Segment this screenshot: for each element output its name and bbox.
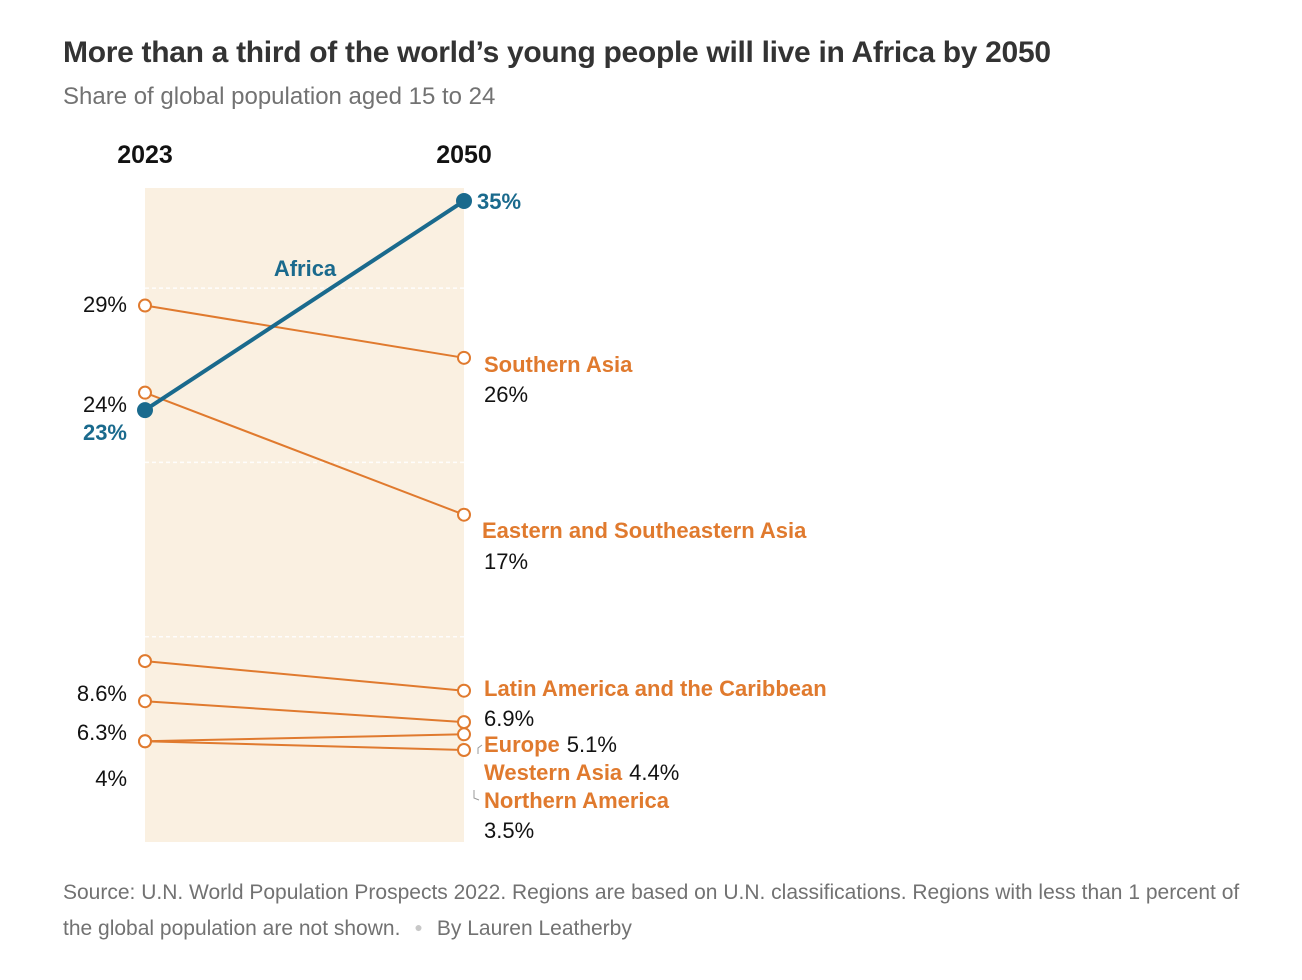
point-2023-latin-america-and-the-caribbean (138, 654, 152, 669)
series-name-africa: Africa (274, 256, 337, 281)
end-label-northern-america: 3.5% (484, 818, 534, 843)
point-2023-europe (138, 694, 152, 709)
series-line-latin-america-and-the-caribbean (144, 660, 465, 692)
series-name-europe: Europe (484, 732, 560, 757)
x-label-2023: 2023 (117, 141, 173, 169)
leader-europe (477, 744, 483, 754)
end-label-eastern-and-southeastern-asia: 17% (484, 549, 528, 574)
separator-dot: ● (414, 919, 423, 935)
point-2023-southern-asia (138, 298, 152, 313)
start-label-latin-america-and-the-caribbean: 8.6% (77, 681, 127, 706)
leader-northern-america (473, 790, 480, 801)
start-label-europe: 6.3% (77, 720, 127, 745)
series-name-eastern-and-southeastern-asia: Eastern and Southeastern Asia (482, 518, 807, 543)
x-label-2050: 2050 (436, 141, 492, 169)
series-name-northern-america: Northern America (484, 788, 670, 813)
series-line-africa (143, 199, 466, 412)
point-2050-latin-america-and-the-caribbean (457, 683, 471, 698)
point-2023-africa (137, 402, 153, 419)
point-2023-northern-america (138, 734, 152, 749)
point-2050-europe (457, 715, 471, 730)
chart-title: More than a third of the world’s young p… (63, 36, 1051, 69)
series-line-eastern-and-southeastern-asia (144, 391, 465, 516)
start-label-eastern-and-southeastern-asia: 24% (83, 392, 127, 417)
point-2050-eastern-and-southeastern-asia (457, 507, 471, 522)
chart-subtitle: Share of global population aged 15 to 24 (63, 83, 496, 110)
series-line-northern-america (144, 740, 465, 751)
series-name-western-asia: Western Asia (484, 760, 623, 785)
byline: By Lauren Leatherby (436, 917, 632, 940)
chart-footer: Source: U.N. World Population Prospects … (63, 876, 1263, 946)
start-label-southern-asia: 29% (83, 292, 127, 317)
series-line-southern-asia (144, 304, 465, 359)
end-label-africa: 35% (477, 189, 521, 214)
start-label-africa: 23% (83, 420, 127, 445)
series-line-europe (144, 700, 465, 724)
point-2050-southern-asia (457, 350, 471, 365)
end-label-europe: 5.1% (567, 732, 617, 757)
start-label-western-asia: 4% (95, 766, 127, 791)
point-2050-western-asia (457, 727, 471, 742)
end-label-southern-asia: 26% (484, 382, 528, 407)
source-note: Source: U.N. World Population Prospects … (63, 881, 1240, 940)
end-label-western-asia: 4.4% (629, 760, 679, 785)
series-name-southern-asia: Southern Asia (484, 352, 633, 377)
plot-band (145, 188, 464, 842)
end-label-latin-america-and-the-caribbean: 6.9% (484, 706, 534, 731)
series-name-latin-america-and-the-caribbean: Latin America and the Caribbean (484, 676, 827, 701)
point-2050-northern-america (457, 742, 471, 757)
point-2050-africa (456, 192, 472, 209)
point-2023-eastern-and-southeastern-asia (138, 385, 152, 400)
series-line-western-asia (144, 733, 465, 743)
